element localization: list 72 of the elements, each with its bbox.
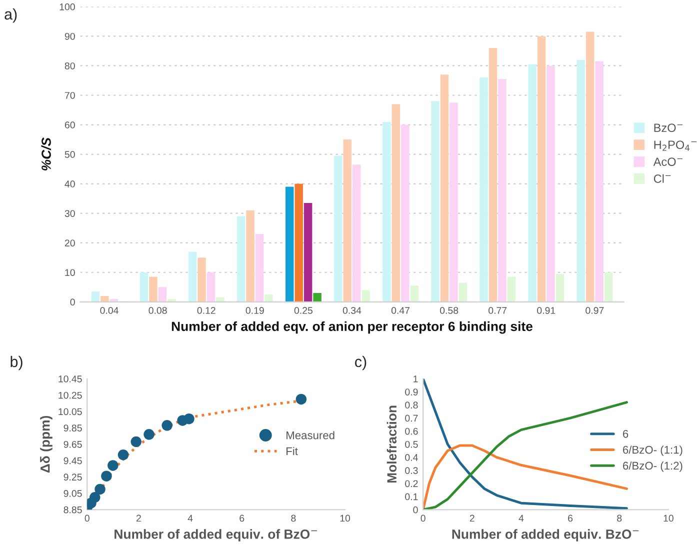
y-tick-label: 70 <box>64 92 75 99</box>
y-tick-label: 0 <box>70 298 75 306</box>
text: a) <box>4 8 17 23</box>
y-tick-label: 60 <box>64 122 75 128</box>
y-tick-label: 40 <box>64 180 75 188</box>
y-tick-label: 30 <box>64 210 75 217</box>
y-tick-label: 0.2 <box>405 480 418 488</box>
legend-label: Measured <box>286 431 334 440</box>
y-tick-label: 0.5 <box>405 440 418 448</box>
y-tick-label: 100 <box>60 3 75 10</box>
legend-label: H$_{2}$PO$_{4}$$^{−}$ <box>654 140 696 151</box>
legend-label: AcO$^{−}$ <box>653 158 682 166</box>
y-tick-label: 9.05 <box>64 490 82 497</box>
x-tick-label: 0.58 <box>440 307 458 314</box>
text: b) <box>10 356 22 370</box>
y-axis-title: Molefraction <box>386 406 397 483</box>
x-tick-label: 0 <box>420 514 426 522</box>
y-tick-label: 80 <box>64 62 75 70</box>
y-tick-label: 0.8 <box>405 402 418 409</box>
y-tick-label: 0.1 <box>405 493 418 500</box>
y-tick-label: 0.4 <box>405 454 418 461</box>
legend-label: BzO$^{−}$ <box>654 124 682 132</box>
x-axis-title: Number of added equiv. of BzO$^{−}$ <box>114 529 318 542</box>
text: c) <box>355 356 366 370</box>
x-tick-label: 0.91 <box>537 307 556 314</box>
x-tick-label: 4 <box>518 514 524 522</box>
y-tick-label: 0.9 <box>405 388 418 396</box>
x-tick-label: 0.34 <box>342 307 362 314</box>
y-tick-label: 0.7 <box>405 414 418 422</box>
y-tick-label: 10.25 <box>58 392 82 399</box>
x-axis-title: Number of added equiv. BzO$^{−}$ <box>452 529 639 542</box>
legend-label: 6/BzO- (1:1) <box>623 446 682 456</box>
y-tick-label: 1 <box>414 376 418 382</box>
y-tick-label: 8.85 <box>64 506 82 514</box>
y-tick-label: 9.25 <box>64 474 82 481</box>
y-tick-label: 0.3 <box>405 467 418 474</box>
y-axis-title: %C/S <box>41 138 52 170</box>
x-tick-label: 8 <box>617 514 622 522</box>
y-tick-label: 9.65 <box>64 440 82 448</box>
legend-label: 6/BzO- (1:2) <box>623 461 682 472</box>
x-tick-label: 10 <box>664 514 674 522</box>
x-tick-label: 4 <box>188 514 193 522</box>
y-tick-label: 90 <box>64 32 75 40</box>
legend-label: 6 <box>623 430 628 438</box>
x-tick-label: 6 <box>568 514 573 522</box>
x-tick-label: 0.47 <box>391 307 410 314</box>
x-tick-label: 0.04 <box>100 307 118 314</box>
x-axis-title: Number of added eqv. of anion per receptor 6 binding site <box>172 321 533 334</box>
x-tick-label: 10 <box>340 514 350 522</box>
x-tick-label: 2 <box>136 514 141 522</box>
x-tick-label: 0.25 <box>294 307 312 314</box>
x-tick-label: 0.08 <box>148 307 167 314</box>
x-tick-label: 0.77 <box>488 307 507 314</box>
y-tick-label: 0 <box>413 506 418 514</box>
y-tick-label: 0.6 <box>405 428 418 435</box>
x-tick-label: 0.97 <box>586 307 604 314</box>
x-tick-label: 0 <box>84 514 90 522</box>
y-tick-label: 9.45 <box>64 457 82 464</box>
y-tick-label: 10.05 <box>58 408 82 416</box>
x-tick-label: 8 <box>291 514 296 522</box>
x-tick-label: 2 <box>470 514 474 522</box>
legend-label: Cl$^{−}$ <box>654 174 671 183</box>
x-tick-label: 0.19 <box>246 307 264 314</box>
y-tick-label: 10 <box>65 269 75 276</box>
y-tick-label: 10.45 <box>58 375 82 382</box>
x-tick-label: 0.12 <box>197 307 216 314</box>
y-tick-label: 9.85 <box>64 424 82 432</box>
legend-label: Fit <box>286 446 298 456</box>
y-tick-label: 50 <box>64 151 75 158</box>
y-axis-title: Δδ (ppm) <box>40 416 52 473</box>
y-tick-label: 20 <box>64 240 75 246</box>
x-tick-label: 6 <box>240 514 244 522</box>
